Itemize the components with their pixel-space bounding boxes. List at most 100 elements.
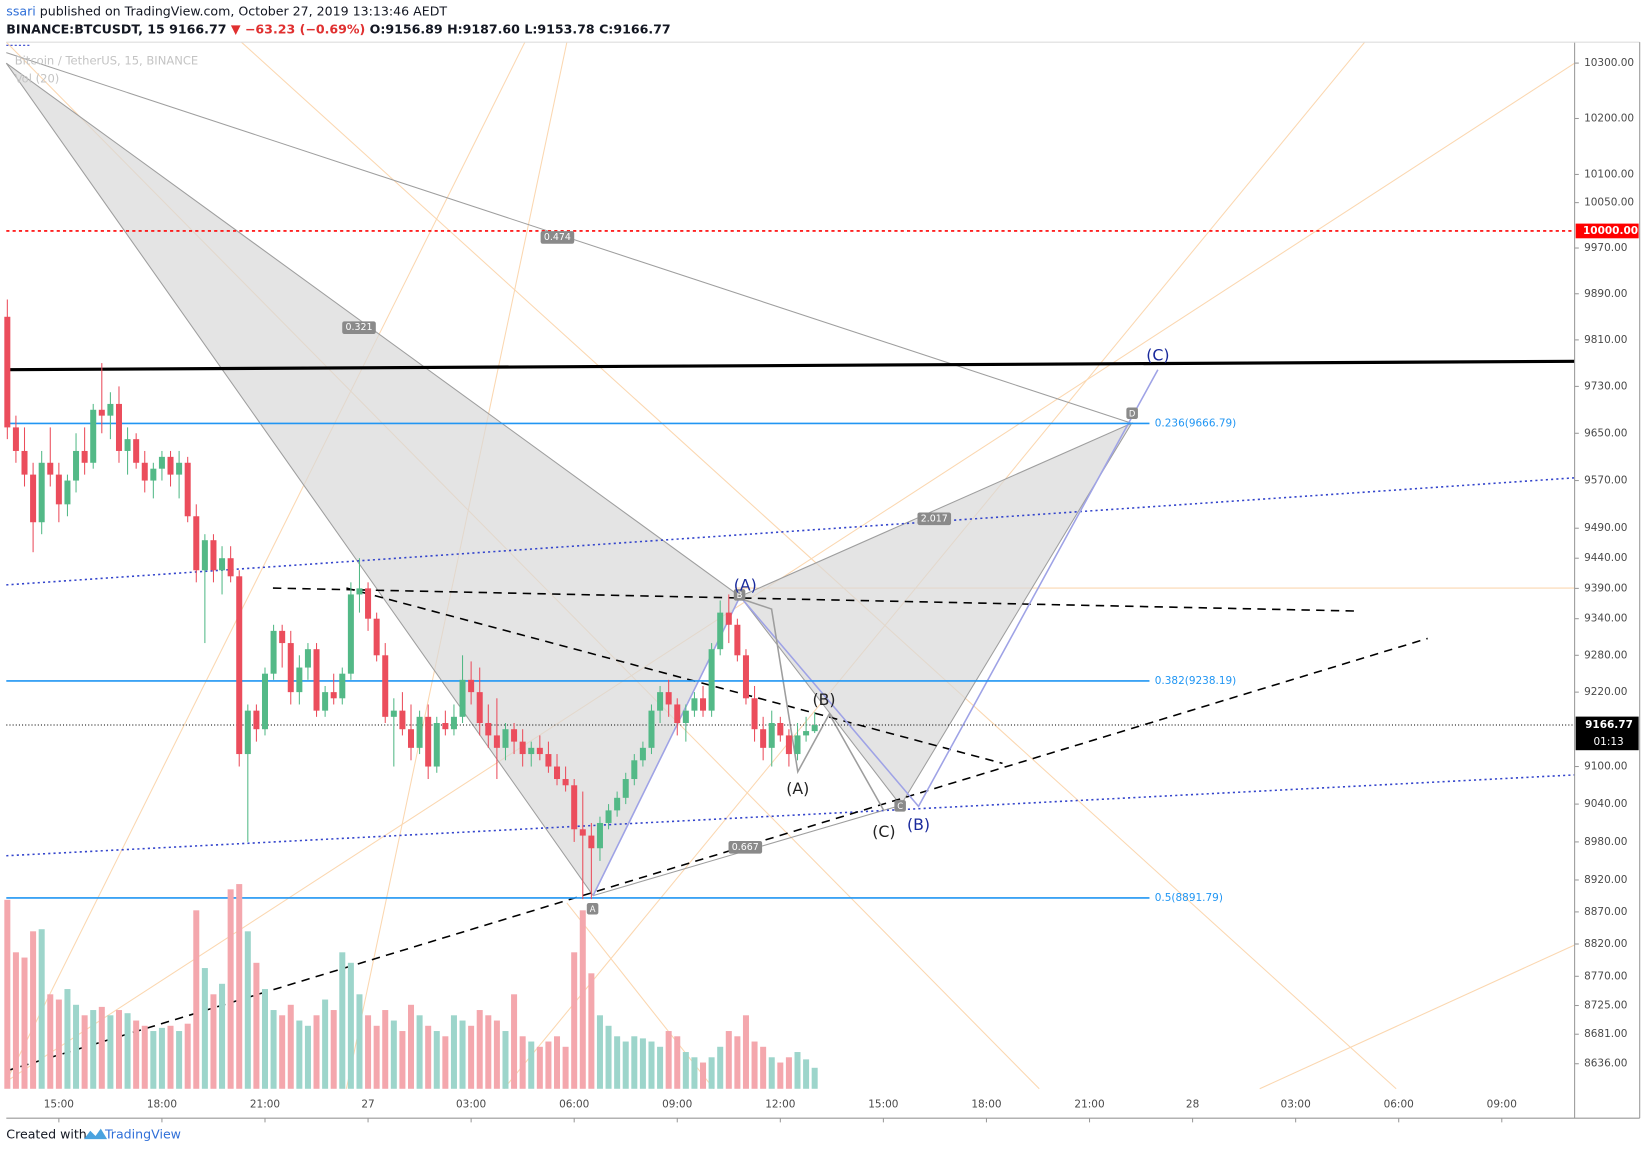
volume-bar — [760, 1046, 767, 1089]
volume-bar — [700, 1062, 707, 1089]
volume-bar — [468, 1025, 475, 1089]
candle-body — [665, 692, 672, 705]
gann-line — [6, 62, 1575, 1082]
volume-bar — [502, 1031, 509, 1089]
candle-body — [502, 729, 509, 748]
volume-bar — [30, 931, 37, 1089]
candle-body — [493, 735, 500, 748]
ohlc-close: C:9166.77 — [599, 21, 671, 36]
volume-bar — [588, 973, 595, 1089]
volume-bar — [785, 1057, 792, 1089]
volume-bar — [176, 1031, 183, 1089]
volume-bar — [4, 899, 11, 1089]
point-box — [894, 800, 906, 812]
candle-body — [450, 716, 457, 730]
volume-bar — [133, 1020, 140, 1089]
candle-body — [201, 540, 208, 571]
candle-body — [141, 462, 148, 481]
y-tick-label: 9440.00 — [1584, 552, 1627, 564]
volume-bar — [382, 1010, 389, 1089]
volume-bar — [304, 1025, 311, 1089]
volume-bar — [631, 1036, 638, 1089]
candle-body — [511, 729, 518, 742]
y-tick-label: 9100.00 — [1584, 761, 1627, 773]
volume-bar — [339, 952, 346, 1089]
channel-line — [6, 774, 1575, 857]
x-tick-label: 27 — [361, 1099, 374, 1111]
point-box — [586, 902, 599, 915]
volume-bar — [639, 1038, 646, 1089]
point-label: A — [590, 904, 596, 914]
volume-bar — [407, 1004, 415, 1089]
y-tick-label: 9490.00 — [1584, 522, 1627, 534]
volume-bar — [356, 994, 363, 1089]
candle-body — [536, 747, 543, 755]
volume-bar — [717, 1046, 724, 1089]
candle-body — [107, 403, 114, 416]
candle-body — [519, 741, 526, 755]
candle-body — [657, 692, 664, 711]
candle-body — [442, 723, 449, 730]
x-tick-label: 03:00 — [456, 1099, 486, 1111]
candle-body — [717, 612, 724, 650]
volume-bar — [811, 1067, 818, 1089]
volume-bar — [365, 1015, 372, 1089]
volume-bar — [227, 889, 234, 1089]
candle-body — [811, 725, 818, 732]
volume-bar — [777, 1062, 784, 1089]
candle-body — [373, 618, 380, 656]
volume-bar — [416, 1015, 423, 1089]
candle-body — [631, 760, 638, 780]
gann-line — [1259, 944, 1575, 1090]
volume-bar — [201, 968, 208, 1089]
candle-body — [596, 822, 603, 849]
x-tick-label: 06:00 — [559, 1099, 589, 1111]
candle-body — [158, 456, 165, 469]
candle-body — [682, 710, 689, 724]
candle-body — [4, 316, 11, 428]
fib-label: 0.382(9238.19) — [1155, 675, 1237, 687]
candle-body — [219, 558, 226, 571]
candle-body — [38, 462, 45, 523]
axes: 10300.00 10200.00 10100.00 10050.00 9970.00 9… — [44, 57, 1639, 1123]
volume-bar — [450, 1015, 457, 1089]
candle-body — [90, 409, 97, 463]
candle-body — [30, 474, 37, 523]
last-price-box — [1575, 716, 1639, 751]
y-tick-label: 10050.00 — [1584, 197, 1634, 209]
volume-bar — [485, 1015, 492, 1089]
volume-bar — [167, 1025, 174, 1089]
candle-body — [12, 427, 19, 451]
volume-bar — [219, 983, 226, 1089]
volume-bar — [296, 1020, 303, 1089]
y-tick-label: 9280.00 — [1584, 649, 1627, 661]
candle-body — [639, 747, 646, 761]
candle-body — [485, 723, 492, 736]
publisher: ssari — [6, 3, 35, 18]
gann-line — [5, 41, 526, 1082]
volume-bar — [648, 1041, 655, 1089]
footer-logo — [83, 1128, 108, 1140]
y-tick-label: 9970.00 — [1584, 242, 1627, 254]
watermark: Bitcoin / TetherUS, 15, BINANCE — [15, 54, 199, 68]
candle-body — [700, 698, 707, 711]
dashed-line — [346, 587, 1003, 765]
candle-body — [760, 729, 767, 748]
y-tick-label: 8725.00 — [1584, 1000, 1627, 1012]
candle-body — [304, 649, 311, 668]
last-price: 9166.77 — [169, 21, 226, 36]
volume-bar — [158, 1027, 165, 1089]
candle-body — [794, 735, 801, 755]
volume-bar — [511, 994, 518, 1089]
volume-bar — [390, 1020, 397, 1089]
volume-bar — [794, 1052, 801, 1089]
candle-body — [562, 779, 569, 786]
candle-body — [751, 698, 758, 730]
volume-bar — [493, 1020, 500, 1089]
volume-bar — [725, 1031, 732, 1089]
ratio-box — [540, 231, 575, 244]
candle-body — [708, 649, 715, 711]
volume-bar — [742, 1015, 749, 1089]
candle-body — [64, 480, 71, 505]
volume-label: Vol (20) — [15, 71, 60, 85]
